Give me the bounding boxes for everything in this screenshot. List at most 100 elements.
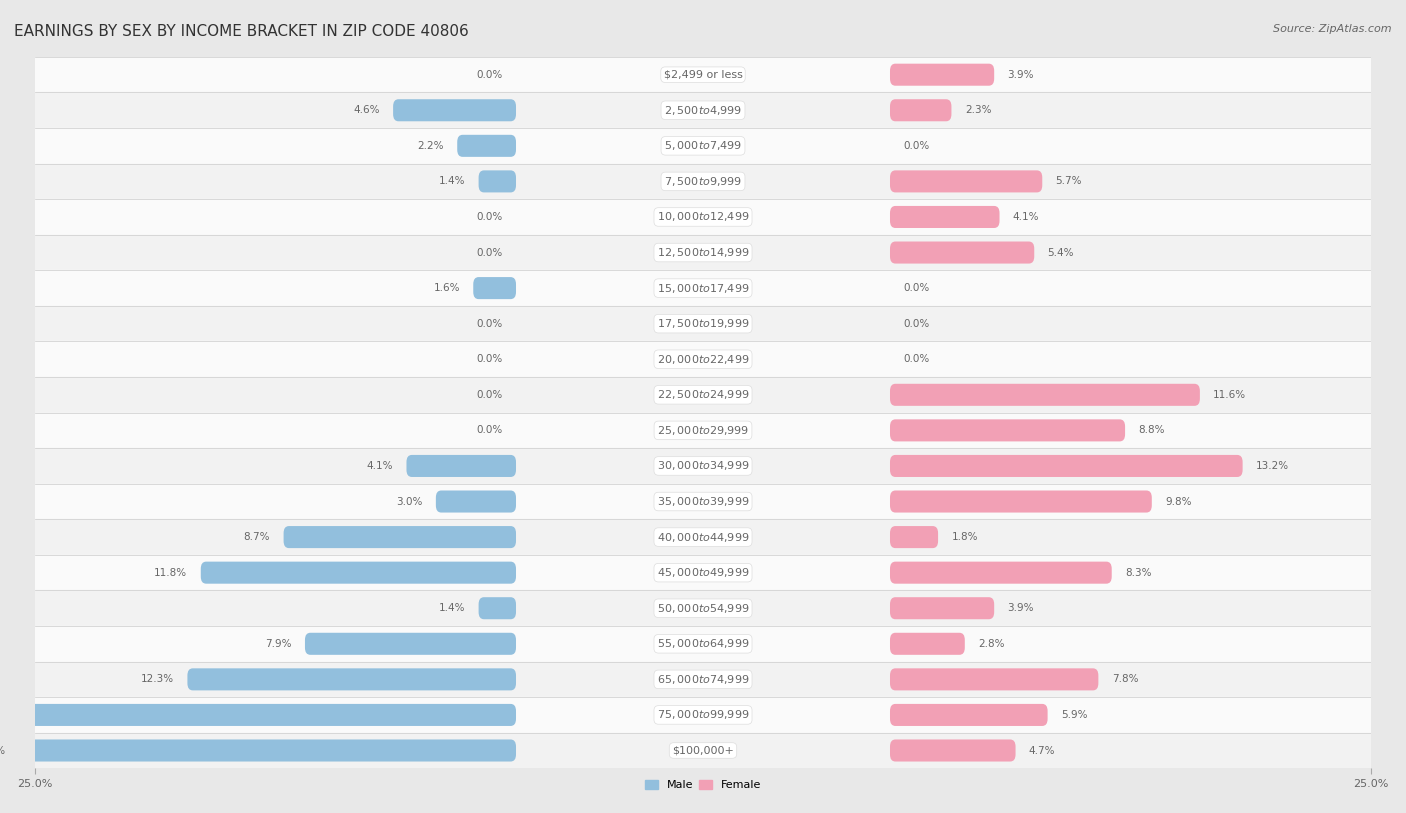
Text: $25,000 to $29,999: $25,000 to $29,999 bbox=[657, 424, 749, 437]
FancyBboxPatch shape bbox=[890, 63, 994, 85]
Bar bbox=[35, 448, 1371, 484]
Text: $100,000+: $100,000+ bbox=[672, 746, 734, 755]
Text: 1.4%: 1.4% bbox=[439, 176, 465, 186]
Text: 0.0%: 0.0% bbox=[903, 141, 929, 151]
FancyBboxPatch shape bbox=[890, 171, 1042, 193]
Text: $45,000 to $49,999: $45,000 to $49,999 bbox=[657, 566, 749, 579]
Text: 7.8%: 7.8% bbox=[1112, 674, 1139, 685]
Bar bbox=[35, 270, 1371, 306]
FancyBboxPatch shape bbox=[890, 455, 1243, 477]
Text: 5.7%: 5.7% bbox=[1056, 176, 1083, 186]
Bar bbox=[35, 163, 1371, 199]
FancyBboxPatch shape bbox=[394, 99, 516, 121]
FancyBboxPatch shape bbox=[478, 598, 516, 620]
Text: Source: ZipAtlas.com: Source: ZipAtlas.com bbox=[1274, 24, 1392, 34]
Text: 0.0%: 0.0% bbox=[477, 354, 502, 364]
Text: 3.9%: 3.9% bbox=[1008, 70, 1033, 80]
Bar bbox=[35, 199, 1371, 235]
Text: 13.2%: 13.2% bbox=[1256, 461, 1289, 471]
Text: $40,000 to $44,999: $40,000 to $44,999 bbox=[657, 531, 749, 544]
FancyBboxPatch shape bbox=[20, 740, 516, 762]
Bar bbox=[35, 128, 1371, 163]
Text: EARNINGS BY SEX BY INCOME BRACKET IN ZIP CODE 40806: EARNINGS BY SEX BY INCOME BRACKET IN ZIP… bbox=[14, 24, 468, 39]
Text: 1.8%: 1.8% bbox=[952, 532, 979, 542]
Text: 9.8%: 9.8% bbox=[1166, 497, 1192, 506]
Text: $12,500 to $14,999: $12,500 to $14,999 bbox=[657, 246, 749, 259]
Text: $20,000 to $22,499: $20,000 to $22,499 bbox=[657, 353, 749, 366]
Text: 18.6%: 18.6% bbox=[0, 746, 6, 755]
FancyBboxPatch shape bbox=[457, 135, 516, 157]
Text: 11.8%: 11.8% bbox=[155, 567, 187, 578]
Text: 8.8%: 8.8% bbox=[1139, 425, 1166, 436]
Bar bbox=[35, 235, 1371, 270]
FancyBboxPatch shape bbox=[890, 206, 1000, 228]
FancyBboxPatch shape bbox=[890, 490, 1152, 512]
Text: 2.2%: 2.2% bbox=[418, 141, 444, 151]
Text: 5.9%: 5.9% bbox=[1062, 710, 1087, 720]
Text: $10,000 to $12,499: $10,000 to $12,499 bbox=[657, 211, 749, 224]
Text: 4.1%: 4.1% bbox=[1012, 212, 1039, 222]
Text: $30,000 to $34,999: $30,000 to $34,999 bbox=[657, 459, 749, 472]
Bar bbox=[35, 662, 1371, 697]
Bar bbox=[35, 626, 1371, 662]
Bar bbox=[35, 377, 1371, 412]
Text: $15,000 to $17,499: $15,000 to $17,499 bbox=[657, 281, 749, 294]
FancyBboxPatch shape bbox=[890, 668, 1098, 690]
FancyBboxPatch shape bbox=[284, 526, 516, 548]
Text: $5,000 to $7,499: $5,000 to $7,499 bbox=[664, 139, 742, 152]
Text: $7,500 to $9,999: $7,500 to $9,999 bbox=[664, 175, 742, 188]
Text: $35,000 to $39,999: $35,000 to $39,999 bbox=[657, 495, 749, 508]
Bar bbox=[35, 520, 1371, 554]
Text: 12.3%: 12.3% bbox=[141, 674, 174, 685]
Bar bbox=[35, 412, 1371, 448]
Text: 0.0%: 0.0% bbox=[477, 319, 502, 328]
Text: 2.3%: 2.3% bbox=[965, 105, 991, 115]
Text: 8.7%: 8.7% bbox=[243, 532, 270, 542]
FancyBboxPatch shape bbox=[890, 704, 1047, 726]
Bar bbox=[35, 554, 1371, 590]
Text: $75,000 to $99,999: $75,000 to $99,999 bbox=[657, 708, 749, 721]
FancyBboxPatch shape bbox=[890, 598, 994, 620]
FancyBboxPatch shape bbox=[890, 420, 1125, 441]
Text: 0.0%: 0.0% bbox=[903, 283, 929, 293]
Text: 1.4%: 1.4% bbox=[439, 603, 465, 613]
Text: $22,500 to $24,999: $22,500 to $24,999 bbox=[657, 389, 749, 402]
FancyBboxPatch shape bbox=[0, 704, 516, 726]
FancyBboxPatch shape bbox=[305, 633, 516, 654]
Text: $17,500 to $19,999: $17,500 to $19,999 bbox=[657, 317, 749, 330]
Text: $55,000 to $64,999: $55,000 to $64,999 bbox=[657, 637, 749, 650]
FancyBboxPatch shape bbox=[436, 490, 516, 512]
Legend: Male, Female: Male, Female bbox=[640, 776, 766, 795]
Bar bbox=[35, 484, 1371, 520]
FancyBboxPatch shape bbox=[187, 668, 516, 690]
Text: 0.0%: 0.0% bbox=[477, 70, 502, 80]
Bar bbox=[35, 341, 1371, 377]
Text: $2,499 or less: $2,499 or less bbox=[664, 70, 742, 80]
Text: 4.1%: 4.1% bbox=[367, 461, 394, 471]
Text: 3.0%: 3.0% bbox=[396, 497, 422, 506]
Text: 7.9%: 7.9% bbox=[266, 639, 291, 649]
FancyBboxPatch shape bbox=[890, 526, 938, 548]
FancyBboxPatch shape bbox=[890, 241, 1035, 263]
Bar bbox=[35, 306, 1371, 341]
FancyBboxPatch shape bbox=[478, 171, 516, 193]
Text: 4.6%: 4.6% bbox=[353, 105, 380, 115]
Text: $50,000 to $54,999: $50,000 to $54,999 bbox=[657, 602, 749, 615]
Text: $2,500 to $4,999: $2,500 to $4,999 bbox=[664, 104, 742, 117]
FancyBboxPatch shape bbox=[474, 277, 516, 299]
Text: 8.3%: 8.3% bbox=[1125, 567, 1152, 578]
Text: 0.0%: 0.0% bbox=[903, 319, 929, 328]
Text: 3.9%: 3.9% bbox=[1008, 603, 1033, 613]
Text: 0.0%: 0.0% bbox=[477, 212, 502, 222]
Text: 2.8%: 2.8% bbox=[979, 639, 1005, 649]
Text: 0.0%: 0.0% bbox=[477, 425, 502, 436]
Text: 11.6%: 11.6% bbox=[1213, 389, 1246, 400]
Text: 0.0%: 0.0% bbox=[477, 247, 502, 258]
FancyBboxPatch shape bbox=[890, 562, 1112, 584]
Text: 1.6%: 1.6% bbox=[433, 283, 460, 293]
FancyBboxPatch shape bbox=[890, 633, 965, 654]
Text: 5.4%: 5.4% bbox=[1047, 247, 1074, 258]
Text: 4.7%: 4.7% bbox=[1029, 746, 1056, 755]
Bar bbox=[35, 590, 1371, 626]
FancyBboxPatch shape bbox=[890, 740, 1015, 762]
